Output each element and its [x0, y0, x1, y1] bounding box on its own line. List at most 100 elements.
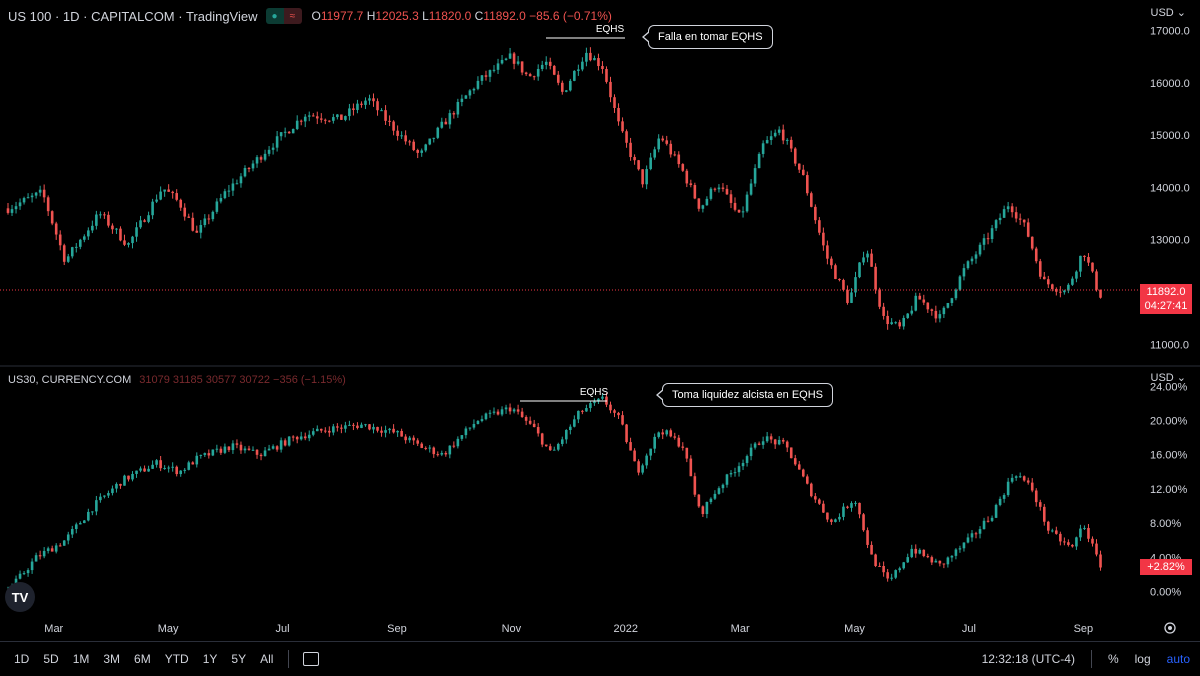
us100-candle — [693, 182, 697, 200]
us100-candle — [408, 139, 411, 146]
us30-candle — [91, 511, 94, 516]
us30-candle — [472, 419, 476, 430]
us30-candle — [319, 428, 323, 433]
timeframe-1m[interactable]: 1M — [72, 652, 90, 666]
us30-candle — [701, 505, 705, 517]
us30-candle — [259, 453, 263, 461]
us30-candle — [38, 550, 42, 560]
us100-candle — [842, 278, 845, 292]
timeframe-list: 1D 5D 1M 3M 6M YTD 1Y 5Y All — [0, 652, 280, 666]
callout-top: Falla en tomar EQHS — [642, 25, 773, 49]
us30-candle — [773, 438, 777, 449]
us100-currency-select[interactable]: USD ⌄ — [1150, 7, 1187, 19]
us30-candle — [508, 403, 512, 415]
us100-candle — [886, 310, 889, 330]
us100-candle — [689, 179, 693, 188]
us30-candle — [239, 441, 243, 454]
timeframe-3m[interactable]: 3M — [103, 652, 121, 666]
timeframe-1d[interactable]: 1D — [14, 652, 30, 666]
us100-candle — [18, 198, 22, 210]
timeframe-6m[interactable]: 6M — [134, 652, 151, 666]
us100-candle — [38, 185, 42, 197]
us30-candle — [34, 552, 38, 562]
us100-candle — [66, 253, 70, 263]
us100-candle — [609, 76, 612, 103]
us30-candle — [613, 408, 616, 418]
us100-candles — [6, 47, 1102, 330]
us100-candle — [769, 130, 773, 145]
us30-candle — [753, 442, 757, 450]
us100-candle — [536, 64, 540, 81]
us100-symbol[interactable]: US 100 · 1D · CAPITALCOM · TradingView — [8, 8, 258, 24]
us30-candle — [942, 563, 946, 569]
us30-candle — [757, 441, 761, 446]
visibility-chip[interactable]: ● ≈ — [265, 8, 302, 24]
us30-candle — [934, 558, 938, 563]
us100-candle — [552, 64, 556, 76]
us100-candle — [227, 184, 231, 197]
timeframe-5y[interactable]: 5Y — [231, 652, 247, 666]
us30-candle — [1002, 493, 1006, 503]
date-range-icon[interactable] — [303, 652, 320, 666]
us100-candle — [810, 191, 813, 208]
us100-candle — [830, 256, 833, 269]
timeframe-5d[interactable]: 5D — [43, 652, 59, 666]
us100-candle — [432, 137, 436, 143]
us30-currency-select[interactable]: USD ⌄ — [1150, 372, 1187, 384]
us100-candle — [508, 47, 512, 59]
us100-candle — [870, 249, 873, 267]
us100-candle — [275, 130, 279, 152]
us100-candle — [818, 217, 821, 236]
us30-candle — [1087, 523, 1090, 543]
us100-candle — [287, 130, 291, 134]
auto-toggle[interactable]: auto — [1166, 652, 1190, 666]
us100-candle — [496, 58, 500, 75]
us30-candle — [874, 553, 877, 568]
percent-tick: 24.00% — [1150, 381, 1188, 393]
percent-tick: 20.00% — [1150, 415, 1188, 427]
toolbar-divider — [288, 650, 290, 668]
us100-candle — [565, 89, 568, 93]
us30-candle — [958, 545, 962, 553]
us100-candle — [866, 250, 869, 263]
percent-toggle[interactable]: % — [1107, 652, 1119, 666]
chart-area[interactable]: 11000.012000.013000.014000.015000.016000… — [0, 0, 1200, 640]
timeframe-1y[interactable]: 1Y — [202, 652, 218, 666]
us100-candle — [42, 184, 46, 203]
us100-candle — [942, 306, 946, 318]
us100-candle — [319, 113, 323, 123]
us30-candle — [380, 426, 383, 437]
us30-candle — [207, 449, 211, 459]
us100-candle — [669, 140, 673, 158]
us100-candle — [681, 163, 685, 172]
us100-candle — [368, 94, 371, 105]
us100-candle — [625, 129, 628, 148]
us30-candle — [797, 461, 801, 470]
us100-candle — [958, 275, 962, 292]
us30-candle — [392, 424, 395, 434]
us30-pct-tag: +2.82% — [1140, 559, 1192, 575]
us30-candle — [408, 435, 411, 443]
us100-candle — [1095, 269, 1098, 292]
us30-candle — [657, 431, 660, 439]
us100-candle — [480, 74, 484, 85]
us30-candle — [621, 411, 624, 426]
clock-time[interactable]: 12:32:18 (UTC-4) — [981, 652, 1075, 666]
us100-candle — [1034, 246, 1038, 264]
us30-symbol[interactable]: US30, CURRENCY.COM — [8, 374, 132, 386]
log-toggle[interactable]: log — [1134, 652, 1151, 666]
us30-candle — [444, 451, 448, 457]
us30-candle — [315, 425, 319, 432]
us30-candle — [303, 432, 307, 441]
tradingview-logo[interactable]: TV — [5, 582, 35, 612]
timeframe-all[interactable]: All — [260, 652, 274, 666]
us30-candle — [468, 427, 472, 431]
us100-candle — [139, 215, 142, 229]
us100-candle — [1022, 219, 1026, 227]
timeframe-ytd[interactable]: YTD — [164, 652, 189, 666]
us30-candle — [348, 420, 351, 426]
us100-candle — [255, 155, 259, 168]
price-tick: 17000.0 — [1150, 25, 1190, 37]
us100-candle — [661, 135, 665, 142]
us100-candle — [621, 117, 624, 133]
